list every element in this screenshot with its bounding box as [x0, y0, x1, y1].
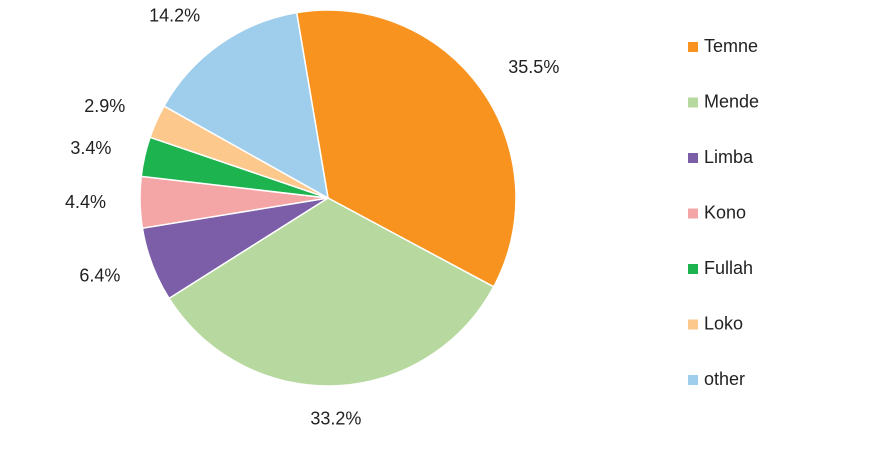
pie-slice [162, 11, 330, 200]
legend-label: Temne [704, 36, 758, 56]
legend-swatch [688, 375, 698, 385]
pie-slice [168, 197, 495, 387]
legend-swatch [688, 42, 698, 52]
legend-label: other [704, 369, 745, 389]
data-label: 2.9% [84, 96, 125, 116]
legend-swatch [688, 153, 698, 163]
data-label: 4.4% [65, 192, 106, 212]
legend-label: Mende [704, 91, 759, 111]
data-label: 33.2% [310, 409, 361, 429]
data-label: 6.4% [79, 265, 120, 285]
data-label: 3.4% [70, 138, 111, 158]
legend-swatch [688, 208, 698, 219]
legend-swatch [688, 264, 698, 274]
legend-label: Loko [704, 313, 743, 333]
legend-label: Limba [704, 147, 754, 167]
data-label: 14.2% [149, 5, 200, 25]
legend-swatch [688, 97, 698, 108]
pie-slice [295, 9, 517, 288]
legend-label: Fullah [704, 258, 753, 278]
legend-swatch [688, 319, 698, 330]
data-label: 35.5% [508, 57, 559, 77]
legend-label: Kono [704, 202, 746, 222]
